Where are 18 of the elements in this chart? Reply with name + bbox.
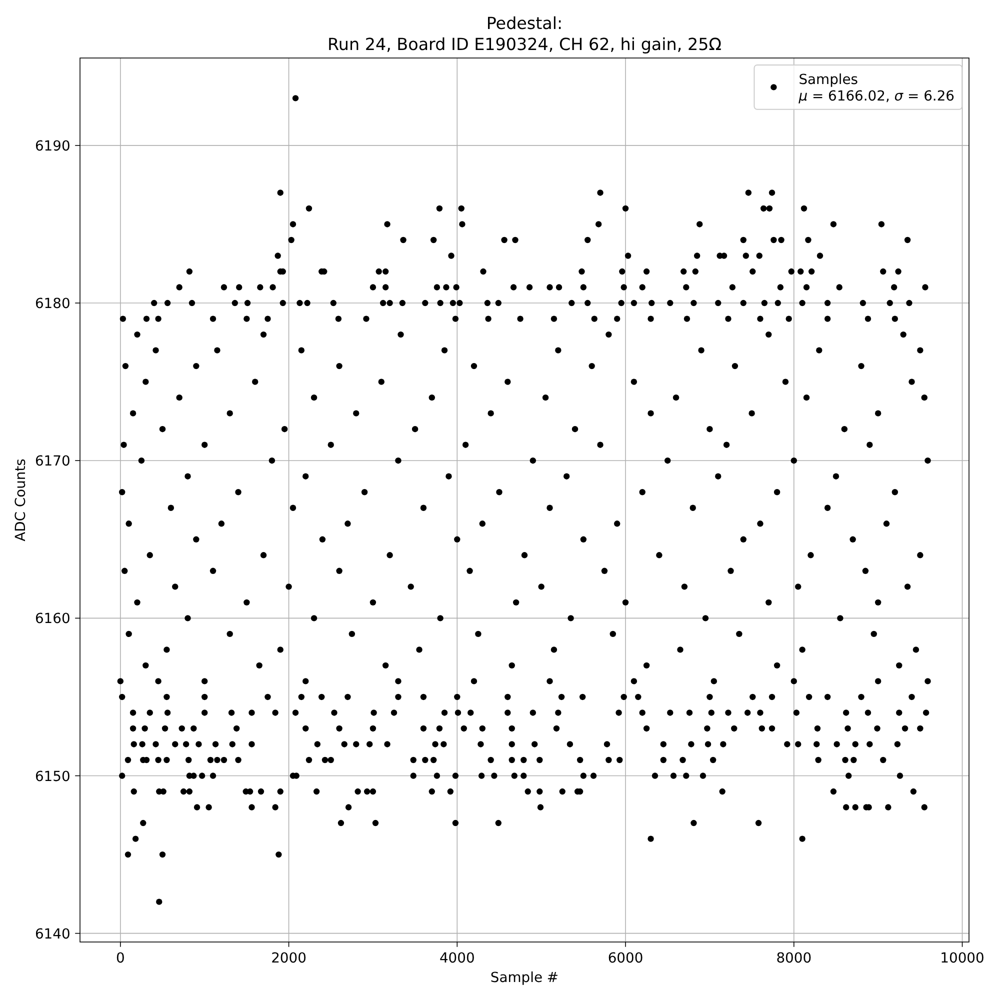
y-tick-label: 6180 — [34, 296, 70, 312]
y-tick-label: 6150 — [34, 768, 70, 785]
y-tick-label: 6170 — [34, 454, 70, 470]
chart-subtitle: Run 24, Board ID E190324, CH 62, hi gain, 25Ω — [328, 34, 722, 54]
y-axis-title: ADC Counts — [13, 458, 29, 542]
x-tick-label: 10000 — [940, 950, 984, 966]
y-tick-label: 6190 — [34, 138, 70, 154]
x-tick-label: 6000 — [608, 950, 644, 966]
chart-title: Pedestal: — [486, 13, 563, 33]
legend-label: Samples — [798, 72, 858, 88]
y-tick-label: 6140 — [34, 926, 70, 942]
x-axis-title: Sample # — [490, 970, 559, 986]
x-tick-label: 2000 — [271, 950, 306, 966]
x-tick-label: 4000 — [439, 950, 475, 966]
x-tick-label: 0 — [116, 950, 125, 966]
annotation: μ = 6166.02, σ = 6.26 — [798, 88, 955, 105]
x-tick-label: 8000 — [776, 950, 812, 966]
y-tick-label: 6160 — [34, 611, 70, 628]
